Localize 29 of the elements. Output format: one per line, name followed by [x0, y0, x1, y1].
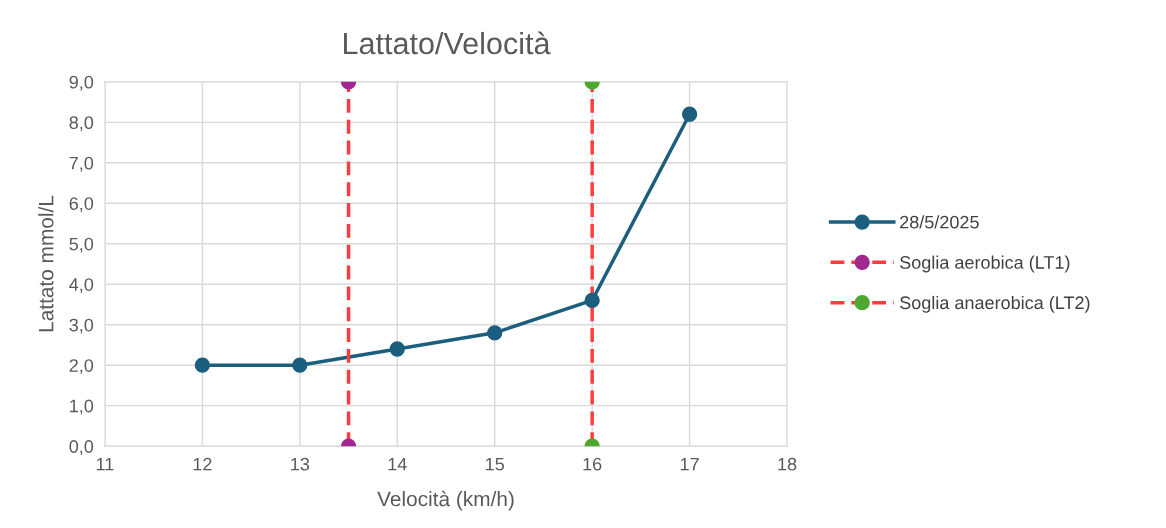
y-tick-label: 8,0: [69, 116, 94, 132]
x-tick-label: 17: [680, 457, 699, 471]
x-tick-label: 11: [96, 457, 114, 471]
legend-label: 28/5/2025: [900, 215, 979, 229]
x-tick-label: 14: [388, 457, 407, 471]
x-tick-label: 15: [486, 457, 504, 471]
y-axis-title: Lattato mmol/L: [38, 195, 54, 332]
x-axis-title: Velocità (km/h): [377, 490, 514, 511]
x-tick-label: 13: [291, 457, 310, 471]
chart-title: Lattato/Velocità: [344, 31, 551, 55]
y-tick-label: 4,0: [69, 278, 94, 294]
y-tick-label: 3,0: [69, 318, 94, 334]
point: [292, 357, 308, 373]
point: [389, 341, 405, 357]
x-tick-label: 16: [583, 457, 602, 471]
y-tick-label: 9,0: [69, 75, 94, 91]
point: [487, 325, 503, 341]
x-tick-label: 18: [778, 457, 797, 471]
legend-label: Soglia anaerobica (LT2): [900, 295, 1090, 313]
x-tick-label: 12: [193, 457, 212, 471]
point: [194, 357, 211, 373]
y-tick-label: 1,0: [70, 399, 94, 415]
y-tick-label: 6,0: [69, 197, 94, 213]
y-tick-label: 7,0: [69, 156, 94, 172]
y-tick-label: 0,0: [69, 440, 94, 456]
y-tick-label: 2,0: [69, 359, 94, 375]
point: [584, 292, 600, 309]
legend-label: Soglia aerobica (LT1): [900, 255, 1070, 273]
y-tick-label: 5,0: [69, 237, 94, 253]
